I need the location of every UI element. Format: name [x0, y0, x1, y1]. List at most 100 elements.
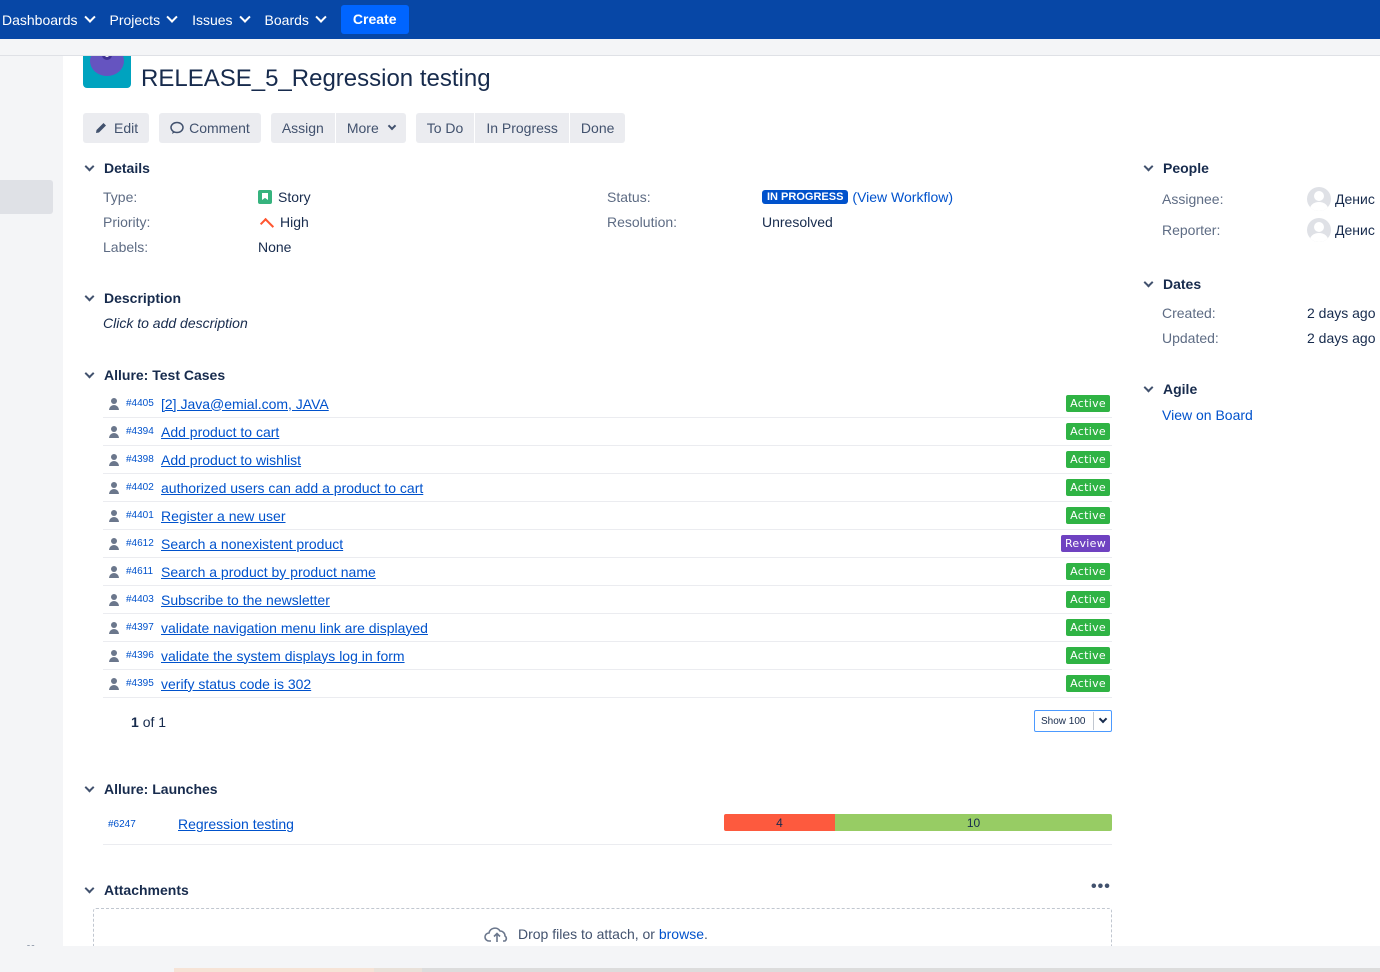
table-row: #4611 Search a product by product name Act…: [103, 558, 1112, 586]
person-icon: [109, 397, 119, 410]
test-case-link[interactable]: authorized users can add a product to ca…: [161, 479, 424, 496]
person-icon: [109, 481, 119, 494]
create-button[interactable]: Create: [340, 5, 409, 34]
priority-high-icon: [259, 217, 275, 232]
test-case-id[interactable]: #4396: [126, 650, 154, 661]
nav-dashboards[interactable]: Dashboards: [2, 11, 96, 28]
nav-issues[interactable]: Issues: [192, 11, 251, 28]
attachments-section-toggle[interactable]: Attachments: [83, 882, 189, 898]
test-case-id[interactable]: #4612: [126, 538, 154, 549]
in-progress-button[interactable]: In Progress: [475, 113, 569, 143]
test-case-link[interactable]: verify status code is 302: [161, 675, 312, 692]
test-case-link[interactable]: Search a product by product name: [161, 563, 376, 580]
description-section-toggle[interactable]: Description: [83, 290, 181, 306]
type-label: Type:: [103, 189, 138, 205]
page-size-select[interactable]: Show 100: [1034, 710, 1112, 732]
test-case-link[interactable]: validate navigation menu link are displa…: [161, 619, 428, 636]
issue-title[interactable]: RELEASE_5_Regression testing: [141, 65, 491, 92]
bottom-strip: [374, 968, 422, 972]
details-heading: Details: [104, 160, 150, 176]
nav-boards[interactable]: Boards: [265, 11, 327, 28]
edit-label: Edit: [114, 120, 139, 136]
test-case-id[interactable]: #4403: [126, 594, 154, 605]
priority-label: Priority:: [103, 214, 151, 230]
agile-section-toggle[interactable]: Agile: [1142, 381, 1197, 397]
labels-value[interactable]: None: [258, 239, 292, 255]
test-case-link[interactable]: [2] Java@emial.com, JAVA: [161, 395, 329, 412]
test-case-id[interactable]: #4394: [126, 426, 154, 437]
description-placeholder[interactable]: Click to add description: [103, 315, 248, 331]
sidebar-selected-item[interactable]: [0, 180, 53, 214]
test-case-link[interactable]: Add product to cart: [161, 423, 280, 440]
priority-value: High: [259, 214, 309, 232]
status-lozenge: IN PROGRESS: [762, 190, 849, 204]
comment-label: Comment: [189, 120, 250, 136]
chevron-down-icon: [84, 161, 95, 171]
person-icon: [109, 621, 119, 634]
view-on-board-link[interactable]: View on Board: [1162, 407, 1253, 423]
status-badge: Review: [1060, 535, 1110, 552]
status-badge: Active: [1066, 423, 1110, 440]
details-section-toggle[interactable]: Details: [83, 160, 150, 176]
more-options-icon[interactable]: •••: [1091, 878, 1111, 895]
people-section-toggle[interactable]: People: [1142, 160, 1209, 176]
drop-period: .: [703, 926, 708, 942]
test-case-id[interactable]: #4405: [126, 398, 154, 409]
assign-more-group: Assign More: [270, 113, 406, 143]
done-button[interactable]: Done: [569, 113, 626, 143]
table-row: #4396 validate the system displays log in…: [103, 642, 1112, 670]
project-avatar[interactable]: [83, 56, 131, 88]
test-case-id[interactable]: #4611: [126, 566, 154, 577]
assign-button[interactable]: Assign: [270, 113, 335, 143]
test-case-id[interactable]: #4402: [126, 482, 154, 493]
chevron-down-icon: [1143, 277, 1154, 287]
status-value: IN PROGRESS (View Workflow): [762, 189, 953, 205]
test-case-id[interactable]: #4401: [126, 510, 154, 521]
reporter-value[interactable]: Денис: [1307, 218, 1375, 242]
monster-icon: [90, 56, 124, 76]
table-row: #4394 Add product to cart Active: [103, 418, 1112, 446]
test-case-link[interactable]: Search a nonexistent product: [161, 535, 344, 552]
test-case-link[interactable]: Add product to wishlist: [161, 451, 302, 468]
attachment-dropzone[interactable]: Drop files to attach, or browse.: [93, 908, 1112, 946]
test-case-id[interactable]: #4395: [126, 678, 154, 689]
nav-projects[interactable]: Projects: [109, 11, 178, 28]
page-size-value: Show 100: [1041, 715, 1086, 727]
test-case-id[interactable]: #4398: [126, 454, 154, 465]
person-icon: [109, 677, 119, 690]
assignee-name: Денис: [1335, 191, 1375, 207]
chevron-down-icon: [84, 291, 95, 301]
person-icon: [109, 565, 119, 578]
launches-section-toggle[interactable]: Allure: Launches: [83, 781, 218, 797]
test-case-link[interactable]: validate the system displays log in form: [161, 647, 405, 664]
edit-button[interactable]: Edit: [83, 113, 150, 143]
pencil-icon: [96, 123, 106, 133]
test-case-link[interactable]: Register a new user: [161, 507, 286, 524]
browse-link[interactable]: browse: [658, 926, 704, 942]
chevron-down-icon: [1143, 161, 1154, 171]
nav-projects-label: Projects: [109, 11, 161, 28]
launch-id[interactable]: #6247: [108, 819, 136, 830]
test-cases-section-toggle[interactable]: Allure: Test Cases: [83, 367, 225, 383]
attachments-heading: Attachments: [104, 882, 189, 898]
launch-row: #6247 Regression testing 4 10: [103, 811, 1112, 845]
test-case-link[interactable]: Subscribe to the newsletter: [161, 591, 330, 608]
drop-text: Drop files to attach, or: [518, 926, 655, 942]
assignee-label: Assignee:: [1162, 191, 1224, 207]
more-button[interactable]: More: [335, 113, 406, 143]
assignee-value[interactable]: Денис: [1307, 187, 1375, 211]
view-workflow-link[interactable]: View Workflow: [857, 189, 949, 205]
passed-segment: 10: [835, 814, 1112, 831]
dates-section-toggle[interactable]: Dates: [1142, 276, 1201, 292]
reporter-label: Reporter:: [1162, 222, 1221, 238]
test-case-id[interactable]: #4397: [126, 622, 154, 633]
todo-button[interactable]: To Do: [415, 113, 475, 143]
person-icon: [109, 649, 119, 662]
status-badge: Active: [1066, 451, 1110, 468]
bottom-bar: [0, 946, 1380, 972]
launch-link[interactable]: Regression testing: [178, 816, 294, 832]
labels-label: Labels:: [103, 239, 149, 255]
table-row: #4397 validate navigation menu link are d…: [103, 614, 1112, 642]
launches-heading: Allure: Launches: [104, 781, 218, 797]
comment-button[interactable]: Comment: [159, 113, 261, 143]
